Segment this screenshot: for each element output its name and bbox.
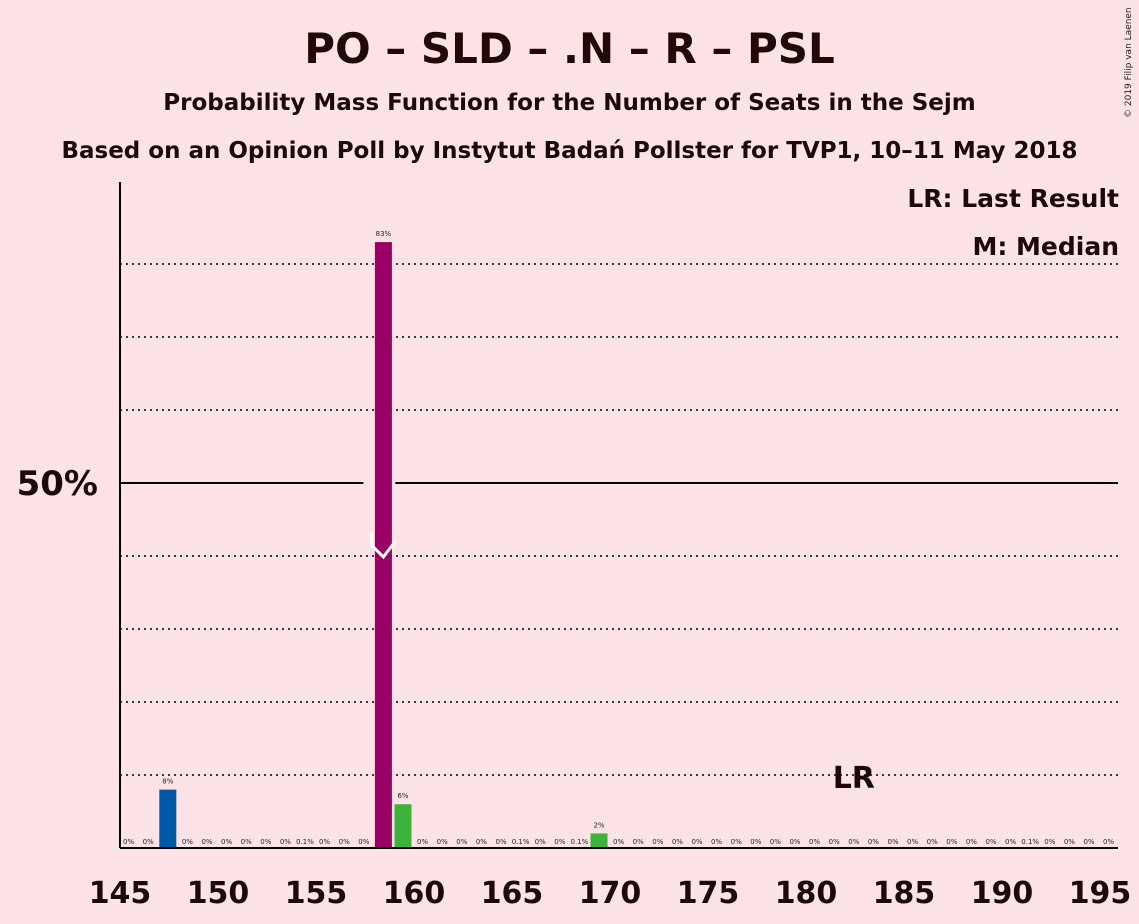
bar-value-label: 0% (731, 838, 742, 846)
bar-value-label: 0.1% (1021, 838, 1039, 846)
last-result-marker: LR (833, 761, 875, 796)
bar-value-label: 0% (182, 838, 193, 846)
bar (374, 242, 392, 849)
bar-value-label: 0% (535, 838, 546, 846)
bar-value-label: 0% (927, 838, 938, 846)
bar-value-label: 0% (1083, 838, 1094, 846)
bar-value-label: 0% (809, 838, 820, 846)
bar-value-label: 0% (260, 838, 271, 846)
x-tick-label: 185 (873, 876, 936, 911)
bar-value-label: 0% (887, 838, 898, 846)
bar-value-label: 0% (280, 838, 291, 846)
x-tick-label: 195 (1069, 876, 1132, 911)
median-marker (369, 533, 397, 560)
bar-value-label: 0% (241, 838, 252, 846)
bar-value-label: 0% (201, 838, 212, 846)
bar-value-label: 0% (123, 838, 134, 846)
bar-value-label: 0% (848, 838, 859, 846)
bar-value-label: 0.1% (512, 838, 530, 846)
bar (394, 804, 412, 848)
x-tick-label: 145 (89, 876, 152, 911)
bar-value-label: 0% (907, 838, 918, 846)
bar-value-label: 0% (1044, 838, 1055, 846)
x-tick-label: 150 (187, 876, 250, 911)
bar-value-label: 0% (1005, 838, 1016, 846)
bar-value-label: 0% (829, 838, 840, 846)
bar-value-label: 0% (1103, 838, 1114, 846)
bar-value-label: 0% (691, 838, 702, 846)
bar-value-label: 83% (376, 230, 392, 238)
bar-value-label: 0% (652, 838, 663, 846)
x-tick-label: 170 (579, 876, 642, 911)
bar-value-label: 0% (437, 838, 448, 846)
bar-value-label: 0% (417, 838, 428, 846)
x-tick-label: 155 (285, 876, 348, 911)
bar-value-label: 0% (966, 838, 977, 846)
bar-value-label: 0% (221, 838, 232, 846)
bar-value-label: 0% (985, 838, 996, 846)
x-tick-label: 160 (383, 876, 446, 911)
bar-value-label: 0% (495, 838, 506, 846)
x-tick-label: 175 (677, 876, 740, 911)
bar-value-label: 0% (868, 838, 879, 846)
chart-title: PO – SLD – .N – R – PSL (304, 24, 835, 73)
bar-value-label: 0% (554, 838, 565, 846)
bar-value-label: 0% (1064, 838, 1075, 846)
bar (590, 833, 608, 848)
bar-value-label: 0% (789, 838, 800, 846)
bar-value-label: 6% (397, 792, 408, 800)
bar-value-label: 2% (593, 821, 604, 829)
bar-value-label: 0% (476, 838, 487, 846)
x-tick-label: 165 (481, 876, 544, 911)
bar-value-label: 0% (456, 838, 467, 846)
bar-value-label: 0% (633, 838, 644, 846)
x-tick-label: 180 (775, 876, 838, 911)
bar-value-label: 0% (711, 838, 722, 846)
chart-source-line: Based on an Opinion Poll by Instytut Bad… (61, 138, 1078, 164)
x-tick-label: 190 (971, 876, 1034, 911)
chart-subtitle: Probability Mass Function for the Number… (163, 90, 976, 116)
bar-value-label: 0% (319, 838, 330, 846)
bar-value-label: 0% (770, 838, 781, 846)
bar-value-label: 0.1% (571, 838, 589, 846)
bar (159, 789, 177, 848)
bar-value-label: 0% (143, 838, 154, 846)
bar-value-label: 0% (946, 838, 957, 846)
bar-value-label: 0% (613, 838, 624, 846)
y-tick-label: 50% (17, 464, 98, 504)
bar-value-label: 0% (672, 838, 683, 846)
legend-last-result: LR: Last Result (907, 184, 1119, 213)
bar-value-label: 0% (358, 838, 369, 846)
bar-value-label: 8% (162, 778, 173, 786)
bar-value-label: 0% (750, 838, 761, 846)
bar-value-label: 0.1% (296, 838, 314, 846)
bar-value-label: 0% (339, 838, 350, 846)
legend-median: M: Median (972, 232, 1119, 261)
